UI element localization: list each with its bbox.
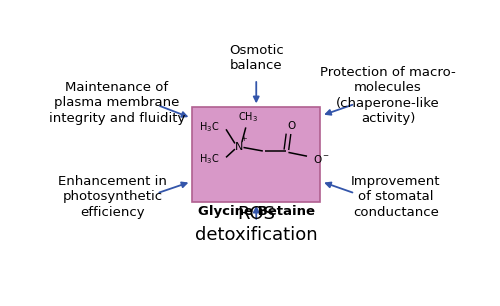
Text: Improvement
of stomatal
conductance: Improvement of stomatal conductance [351,175,440,219]
Text: Protection of macro-
molecules
(chaperone-like
activity): Protection of macro- molecules (chaperon… [320,66,456,125]
Bar [192,107,320,202]
Text: Maintenance of
plasma membrane
integrity and fluidity: Maintenance of plasma membrane integrity… [48,81,185,125]
Text: $\mathregular{CH_3}$: $\mathregular{CH_3}$ [238,110,258,124]
Text: $\mathregular{H_3C}$: $\mathregular{H_3C}$ [200,152,220,166]
Text: $\mathregular{^+}$: $\mathregular{^+}$ [240,136,248,146]
Text: ROS
detoxification: ROS detoxification [195,205,318,244]
Text: $\mathregular{O}$: $\mathregular{O}$ [288,119,297,131]
Text: Osmotic
balance: Osmotic balance [229,44,283,72]
Text: Glycine Betaine: Glycine Betaine [198,205,315,218]
Text: $\mathregular{H_3C}$: $\mathregular{H_3C}$ [200,120,220,134]
Text: Enhancement in
photosynthetic
efficiency: Enhancement in photosynthetic efficiency [58,175,168,219]
Text: $\mathregular{N}$: $\mathregular{N}$ [234,140,243,152]
Text: $\mathregular{O^-}$: $\mathregular{O^-}$ [313,152,330,165]
